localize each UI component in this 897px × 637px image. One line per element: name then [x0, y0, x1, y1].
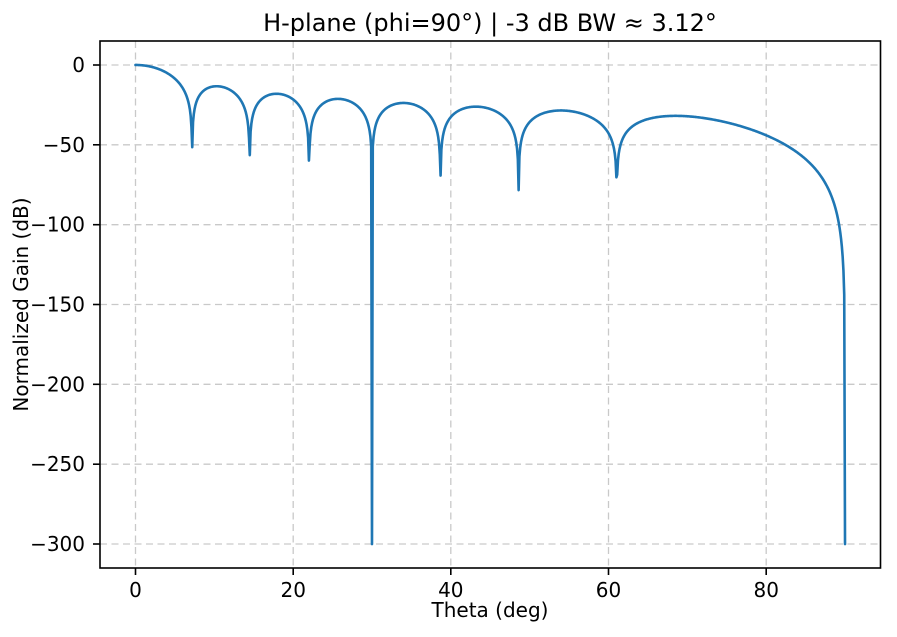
pattern-curve [134, 63, 847, 546]
y-tick-label: −300 [30, 532, 85, 556]
y-tick-label: −100 [30, 213, 85, 237]
axis-ticks: 0 20 40 60 80 0 −50 −100 −150 −200 −250 −300 [30, 53, 779, 602]
y-tick-label: −250 [30, 452, 85, 476]
y-tick-label: −150 [30, 293, 85, 317]
x-tick-label: 0 [129, 578, 142, 602]
x-tick-label: 20 [280, 578, 305, 602]
y-axis-label: Normalized Gain (dB) [9, 197, 33, 411]
x-axis-label: Theta (deg) [431, 598, 549, 622]
y-tick-label: 0 [72, 53, 85, 77]
x-tick-label: 60 [596, 578, 621, 602]
x-tick-label: 40 [438, 578, 463, 602]
chart-title: H-plane (phi=90°) | -3 dB BW ≈ 3.12° [263, 9, 717, 37]
x-tick-label: 80 [753, 578, 778, 602]
y-tick-label: −50 [43, 133, 85, 157]
gridlines [100, 41, 881, 568]
y-tick-label: −200 [30, 372, 85, 396]
data-series-layer [134, 63, 847, 546]
